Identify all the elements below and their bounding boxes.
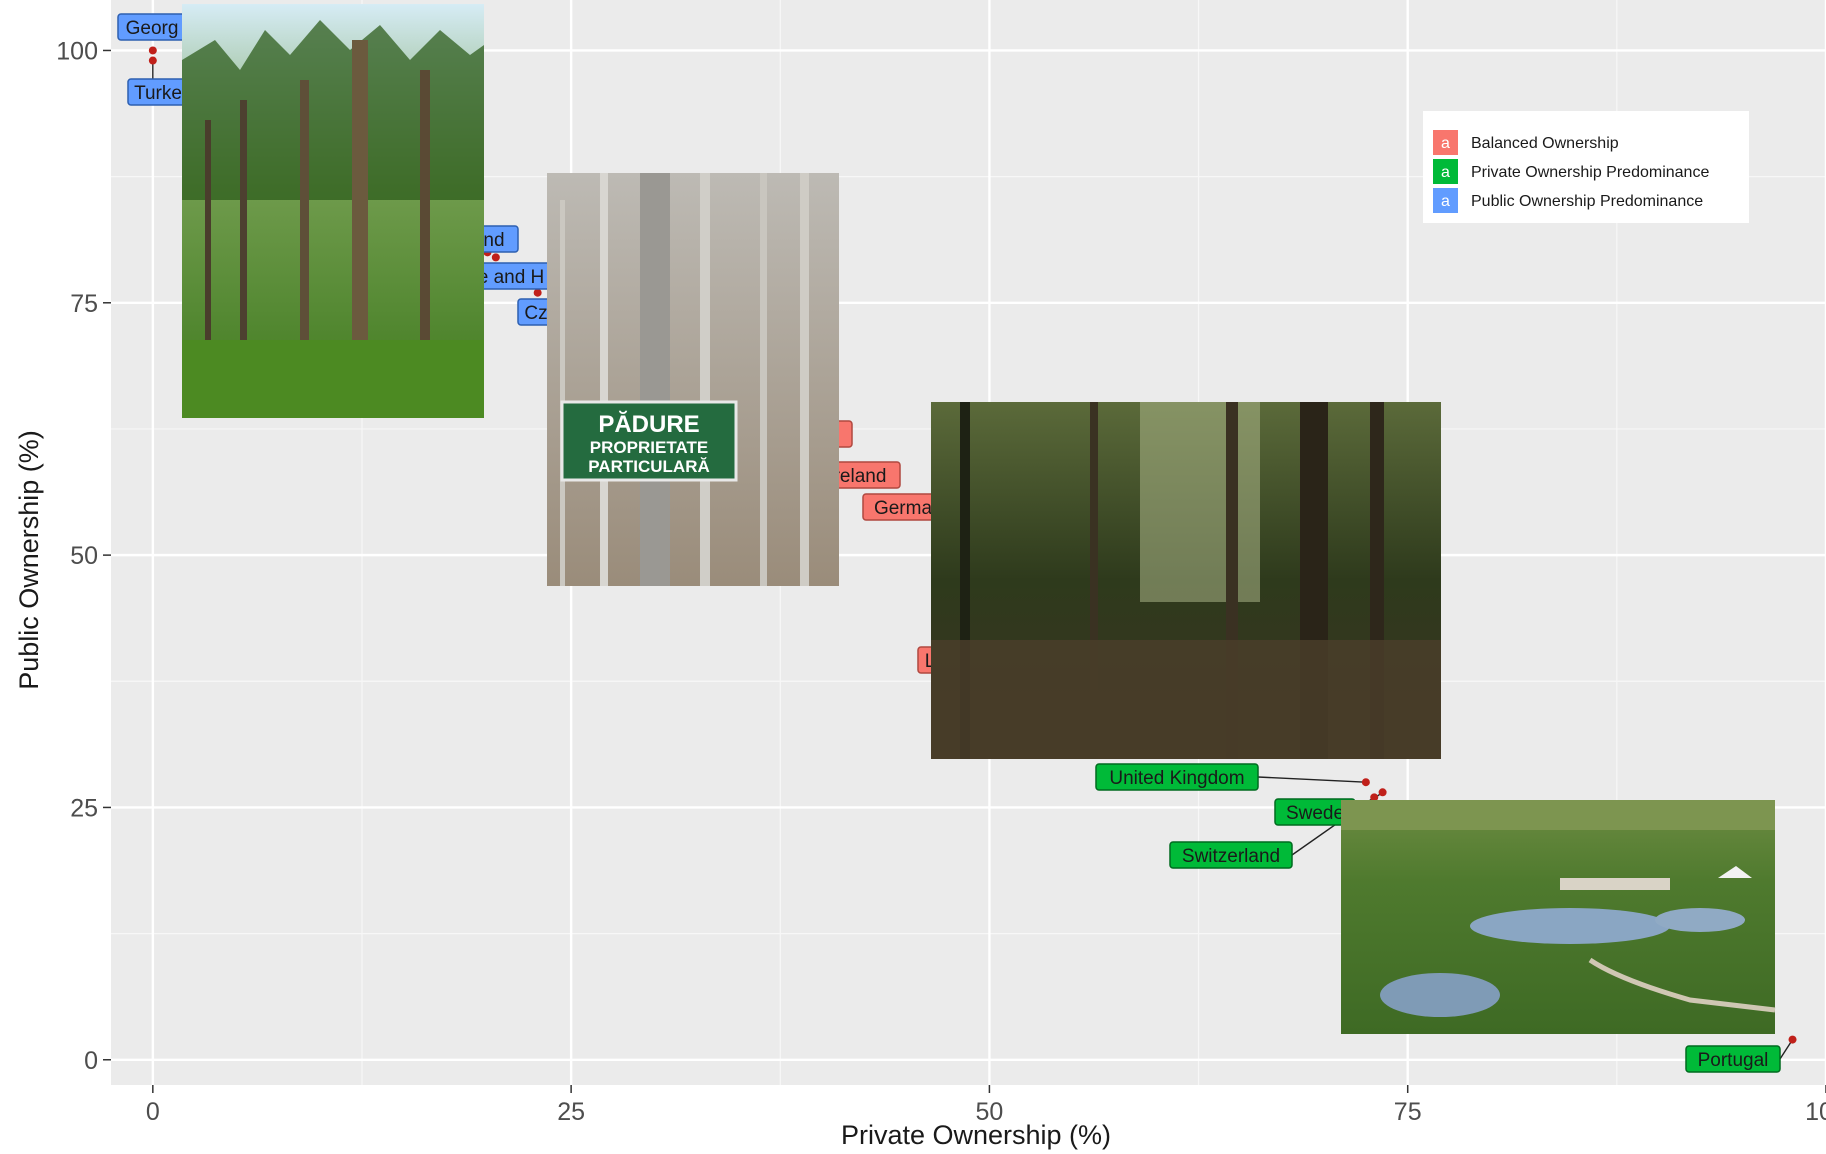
data-point <box>1370 793 1379 802</box>
label-leader <box>1257 776 1366 783</box>
legend: a Balanced Ownership a Private Ownership Pr… <box>1423 111 1749 223</box>
y-tick-label: 75 <box>70 290 98 318</box>
x-tick-label: 100 <box>1805 1098 1826 1126</box>
legend-label: Private Ownership Predominance <box>1471 164 1709 181</box>
x-tick-label: 0 <box>146 1098 160 1126</box>
point-label: Georg <box>126 18 179 39</box>
legend-label: Public Ownership Predominance <box>1471 193 1703 210</box>
data-point <box>1361 778 1370 787</box>
legend-box <box>1423 111 1749 223</box>
point-label: Germa <box>874 498 933 519</box>
svg-text:PĂDURE: PĂDURE <box>598 410 699 438</box>
legend-key <box>1433 159 1458 184</box>
point-label: L <box>925 651 936 672</box>
data-point <box>533 288 542 297</box>
legend-label: Balanced Ownership <box>1471 135 1619 152</box>
data-point <box>1378 788 1387 797</box>
data-point <box>1788 1035 1797 1044</box>
y-tick-label: 100 <box>56 37 98 65</box>
svg-text:PROPRIETATE: PROPRIETATE <box>590 438 708 457</box>
point-label: Portugal <box>1698 1050 1769 1071</box>
point-label: United Kingdom <box>1109 768 1244 789</box>
legend-key <box>1433 188 1458 213</box>
legend-key-letter: a <box>1441 164 1450 181</box>
point-label-box <box>1095 763 1259 791</box>
lake-valley-village-photo <box>1341 800 1776 1034</box>
point-label: Swede <box>1286 803 1344 824</box>
y-axis-title: Public Ownership (%) <box>14 430 44 690</box>
y-tick-label: 50 <box>70 542 98 570</box>
point-label: reland <box>834 466 887 487</box>
point-label: nd <box>483 230 504 251</box>
padure-sign-photo: PĂDURE PROPRIETATE PARTICULARĂ <box>547 173 839 586</box>
point-label: Turke <box>134 83 182 104</box>
axes: 0 25 50 75 100 0 25 50 75 100 <box>56 37 1826 1126</box>
data-point <box>491 253 500 262</box>
point-label-box <box>1685 1045 1781 1073</box>
point-label-box <box>1169 841 1293 869</box>
x-tick-label: 75 <box>1394 1098 1422 1126</box>
data-point <box>148 56 157 65</box>
point-label: Cz <box>524 303 547 324</box>
y-tick-label: 0 <box>84 1047 98 1075</box>
legend-key-letter: a <box>1441 135 1450 152</box>
x-tick-label: 25 <box>557 1098 585 1126</box>
x-axis-title: Private Ownership (%) <box>841 1120 1111 1150</box>
y-tick-label: 25 <box>70 794 98 822</box>
tall-conifer-forest-photo <box>182 4 484 418</box>
dark-forest-interior-photo <box>931 402 1441 759</box>
padure-sign: PĂDURE PROPRIETATE PARTICULARĂ <box>560 400 738 482</box>
point-label: Switzerland <box>1182 846 1280 867</box>
svg-text:PARTICULARĂ: PARTICULARĂ <box>588 457 710 476</box>
legend-key-letter: a <box>1441 193 1450 210</box>
point-label: e and H <box>478 267 545 288</box>
x-tick-label: 50 <box>976 1098 1004 1126</box>
legend-key <box>1433 130 1458 155</box>
data-point <box>148 46 157 55</box>
